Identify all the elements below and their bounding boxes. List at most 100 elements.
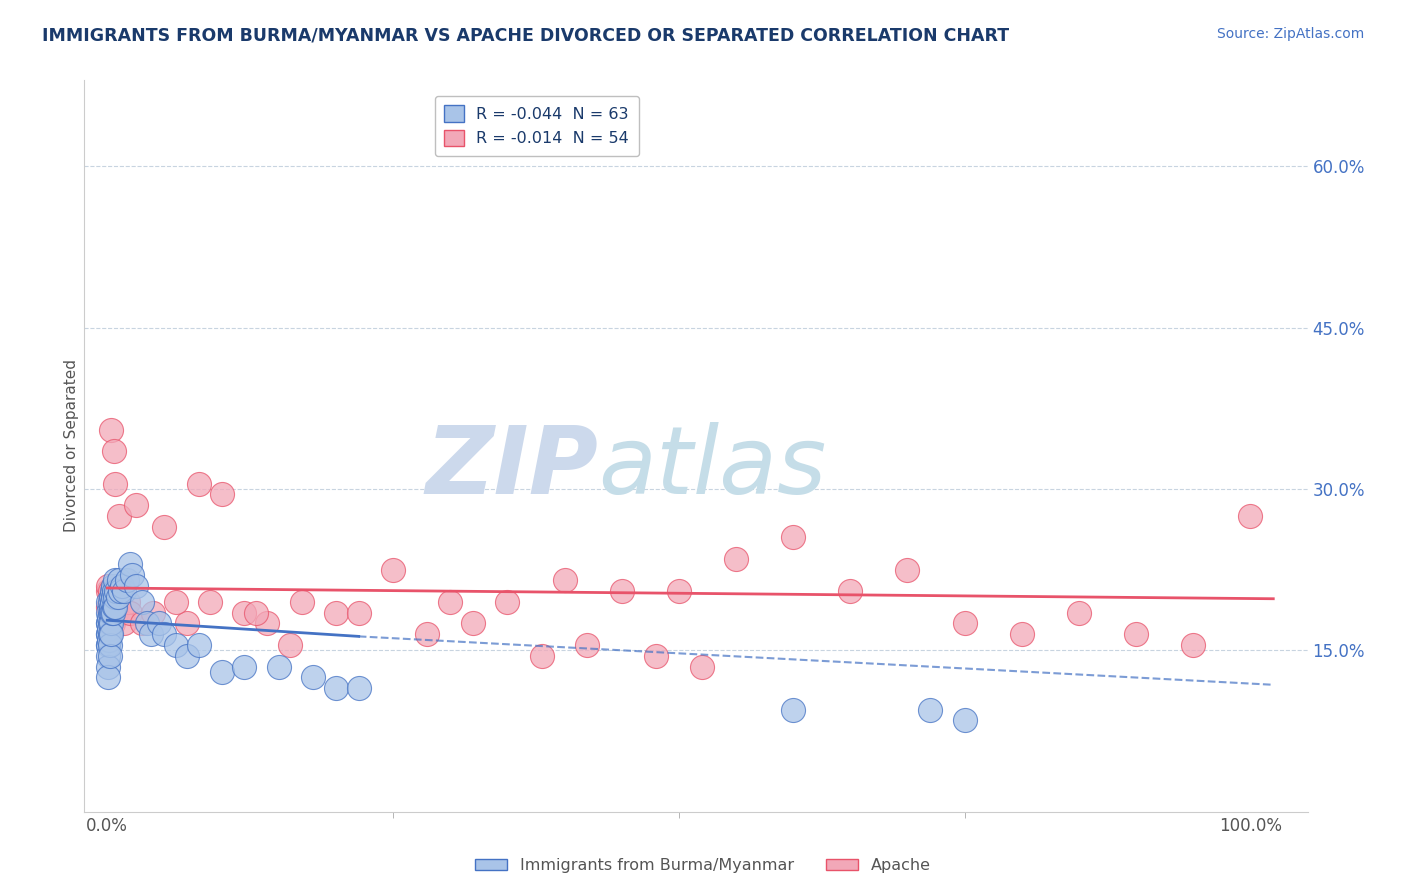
Point — [120, 606, 142, 620]
Point — [100, 606, 122, 620]
Point — [782, 702, 804, 716]
Point — [98, 606, 121, 620]
Point — [153, 519, 176, 533]
Point — [108, 584, 131, 599]
Point — [97, 632, 120, 647]
Point — [97, 638, 120, 652]
Point — [97, 648, 120, 663]
Point — [920, 702, 942, 716]
Point — [100, 616, 122, 631]
Point — [1182, 638, 1205, 652]
Point — [553, 574, 575, 588]
Point — [104, 600, 127, 615]
Point — [103, 600, 125, 615]
Point — [97, 584, 120, 599]
Point — [267, 659, 290, 673]
Point — [97, 627, 120, 641]
Point — [120, 558, 142, 572]
Point — [98, 616, 121, 631]
Point — [1239, 508, 1261, 523]
Point — [97, 627, 120, 641]
Point — [101, 606, 124, 620]
Point — [139, 627, 162, 641]
Point — [690, 659, 713, 673]
Point — [153, 627, 176, 641]
Point — [211, 487, 233, 501]
Point — [97, 670, 120, 684]
Point — [105, 584, 128, 599]
Point — [97, 638, 120, 652]
Point — [97, 616, 120, 631]
Point — [461, 616, 484, 631]
Legend: Immigrants from Burma/Myanmar, Apache: Immigrants from Burma/Myanmar, Apache — [468, 852, 938, 880]
Text: Source: ZipAtlas.com: Source: ZipAtlas.com — [1216, 27, 1364, 41]
Text: atlas: atlas — [598, 423, 827, 514]
Point — [148, 616, 170, 631]
Point — [107, 574, 129, 588]
Point — [1125, 627, 1147, 641]
Point — [610, 584, 633, 599]
Point — [101, 595, 124, 609]
Point — [953, 616, 976, 631]
Point — [131, 595, 153, 609]
Point — [198, 595, 221, 609]
Point — [142, 606, 165, 620]
Legend: R = -0.044  N = 63, R = -0.014  N = 54: R = -0.044 N = 63, R = -0.014 N = 54 — [434, 95, 638, 156]
Point — [290, 595, 312, 609]
Point — [110, 606, 132, 620]
Text: IMMIGRANTS FROM BURMA/MYANMAR VS APACHE DIVORCED OR SEPARATED CORRELATION CHART: IMMIGRANTS FROM BURMA/MYANMAR VS APACHE … — [42, 27, 1010, 45]
Point — [100, 590, 122, 604]
Point — [107, 508, 129, 523]
Point — [347, 606, 370, 620]
Point — [782, 530, 804, 544]
Point — [112, 616, 135, 631]
Point — [111, 579, 134, 593]
Point — [125, 579, 148, 593]
Point — [98, 627, 121, 641]
Y-axis label: Divorced or Separated: Divorced or Separated — [63, 359, 79, 533]
Point — [117, 595, 139, 609]
Point — [325, 681, 347, 695]
Point — [97, 611, 120, 625]
Point — [98, 648, 121, 663]
Point — [953, 714, 976, 728]
Point — [105, 606, 128, 620]
Point — [115, 574, 138, 588]
Point — [101, 616, 124, 631]
Point — [97, 622, 120, 636]
Point — [416, 627, 439, 641]
Point — [97, 659, 120, 673]
Point — [98, 595, 121, 609]
Point — [97, 606, 120, 620]
Point — [176, 616, 198, 631]
Point — [101, 579, 124, 593]
Point — [645, 648, 668, 663]
Point — [101, 606, 124, 620]
Point — [1011, 627, 1033, 641]
Point — [136, 616, 159, 631]
Point — [100, 600, 122, 615]
Point — [101, 606, 124, 620]
Point — [97, 595, 120, 609]
Point — [104, 590, 127, 604]
Point — [439, 595, 461, 609]
Point — [245, 606, 267, 620]
Point — [103, 584, 125, 599]
Point — [131, 616, 153, 631]
Point — [256, 616, 278, 631]
Point — [233, 659, 256, 673]
Point — [103, 444, 125, 458]
Point — [125, 498, 148, 512]
Point — [896, 563, 918, 577]
Point — [107, 590, 129, 604]
Point — [98, 600, 121, 615]
Point — [187, 476, 209, 491]
Point — [101, 590, 124, 604]
Point — [233, 606, 256, 620]
Point — [100, 423, 122, 437]
Point — [176, 648, 198, 663]
Point — [382, 563, 405, 577]
Point — [211, 665, 233, 679]
Point — [98, 638, 121, 652]
Point — [496, 595, 519, 609]
